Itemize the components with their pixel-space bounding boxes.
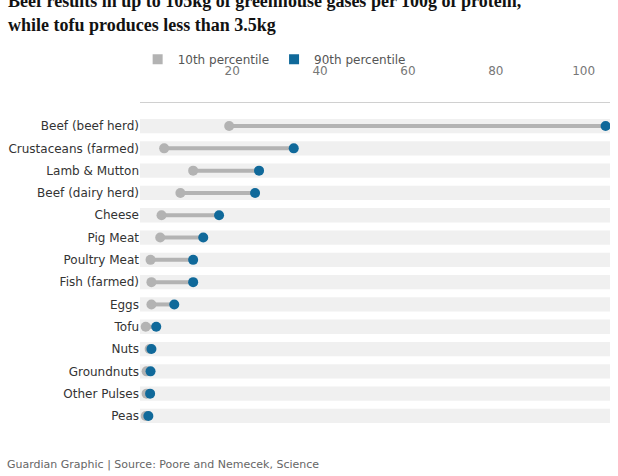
svg-text:100: 100	[572, 64, 595, 78]
svg-text:90th percentile: 90th percentile	[314, 53, 405, 67]
svg-text:Groundnuts: Groundnuts	[69, 365, 139, 379]
svg-text:Peas: Peas	[111, 409, 139, 423]
svg-text:Eggs: Eggs	[110, 298, 139, 312]
svg-text:Pig Meat: Pig Meat	[87, 231, 139, 245]
svg-text:Beef (dairy herd): Beef (dairy herd)	[37, 186, 139, 200]
svg-text:Tofu: Tofu	[114, 320, 139, 334]
svg-text:Fish (farmed): Fish (farmed)	[60, 275, 139, 289]
svg-text:Nuts: Nuts	[111, 342, 139, 356]
svg-text:Poultry Meat: Poultry Meat	[64, 253, 140, 267]
svg-text:Beef (beef herd): Beef (beef herd)	[41, 119, 139, 133]
svg-text:Beef results in up to 105kg of: Beef results in up to 105kg of greenhous…	[8, 0, 521, 35]
svg-text:80: 80	[488, 64, 503, 78]
svg-text:Lamb & Mutton: Lamb & Mutton	[46, 164, 139, 178]
svg-text:Other Pulses: Other Pulses	[63, 387, 139, 401]
svg-text:Crustaceans (farmed): Crustaceans (farmed)	[8, 142, 139, 156]
svg-text:20: 20	[224, 64, 240, 79]
svg-text:Guardian Graphic | Source: Poo: Guardian Graphic | Source: Poore and Nem…	[7, 458, 319, 471]
svg-text:Cheese: Cheese	[95, 208, 139, 222]
svg-text:40: 40	[312, 64, 328, 79]
svg-text:10th percentile: 10th percentile	[178, 53, 269, 67]
svg-text:60: 60	[400, 64, 416, 79]
